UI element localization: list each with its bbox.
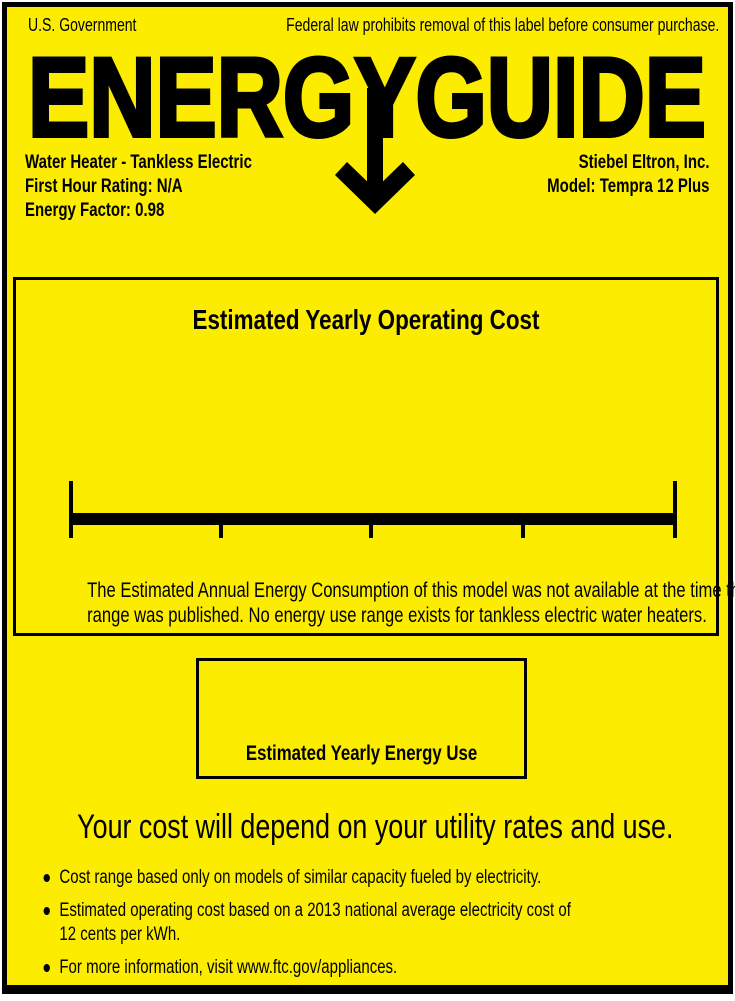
first-hour-rating: First Hour Rating: N/A: [25, 176, 183, 197]
operating-cost-title: Estimated Yearly Operating Cost: [192, 304, 540, 335]
scale-minor-tick: [369, 513, 373, 538]
operating-cost-box: Estimated Yearly Operating Cost: [13, 277, 719, 636]
footnote-list: Cost range based only on models of simil…: [42, 866, 690, 989]
scale-minor-tick: [521, 513, 525, 538]
scale-bar: [69, 513, 677, 525]
footnote-item: For more information, visit www.ftc.gov/…: [42, 956, 577, 980]
consumption-note-line-1: The Estimated Annual Energy Consumption …: [87, 579, 735, 602]
footnote-text: Estimated operating cost based on a 2013…: [59, 900, 571, 945]
consumption-note: The Estimated Annual Energy Consumption …: [87, 578, 735, 628]
footnote-item: Estimated operating cost based on a 2013…: [42, 899, 577, 947]
down-arrow-icon: [335, 88, 415, 214]
model-name: Model: Tempra 12 Plus: [547, 176, 710, 197]
manufacturer-name: Stiebel Eltron, Inc.: [579, 152, 710, 173]
consumption-note-line-2: range was published. No energy use range…: [87, 604, 707, 627]
product-info: Water Heater - Tankless Electric First H…: [25, 151, 252, 223]
footnote-text: For more information, visit www.ftc.gov/…: [59, 957, 398, 978]
cost-disclaimer-headline: Your cost will depend on your utility ra…: [77, 808, 674, 846]
energy-factor: Energy Factor: 0.98: [25, 200, 165, 221]
scale-end-tick-right: [673, 481, 677, 538]
scale-end-tick-left: [69, 481, 73, 538]
federal-law-notice: Federal law prohibits removal of this la…: [285, 15, 719, 35]
scale-minor-tick: [219, 513, 223, 538]
energy-use-label: Estimated Yearly Energy Use: [245, 742, 478, 765]
energy-use-box: Estimated Yearly Energy Use: [196, 658, 527, 779]
manufacturer-info: Stiebel Eltron, Inc. Model: Tempra 12 Pl…: [548, 151, 710, 199]
energyguide-logo: ENERGYGUIDE: [26, 48, 708, 214]
product-type: Water Heater - Tankless Electric: [25, 152, 252, 173]
footnote-item: Cost range based only on models of simil…: [42, 866, 577, 890]
government-text: U.S. Government: [28, 15, 137, 35]
footnote-text: Cost range based only on models of simil…: [59, 867, 542, 888]
